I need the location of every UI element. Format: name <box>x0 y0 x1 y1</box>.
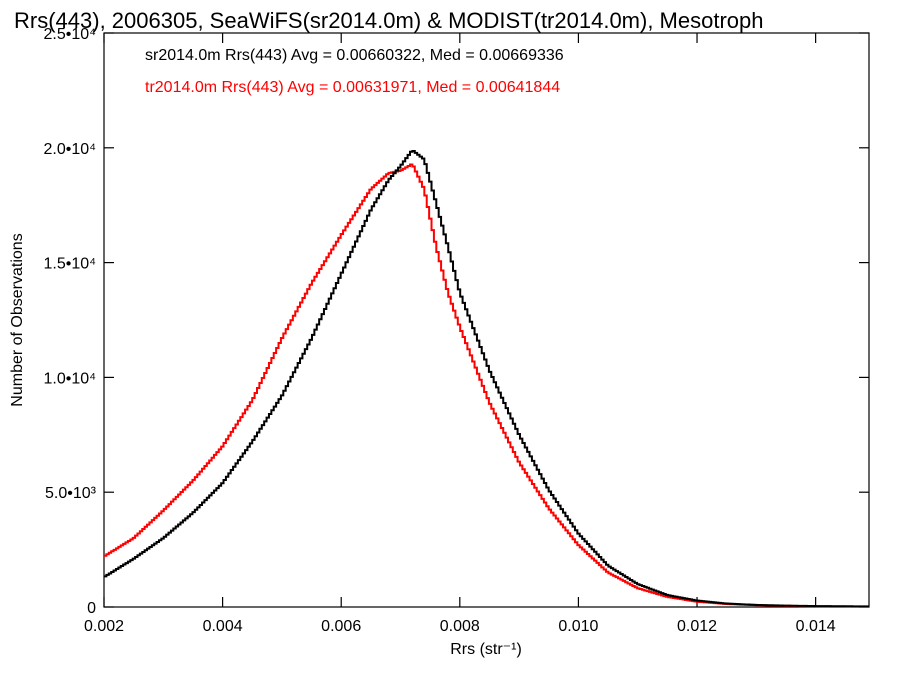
x-tick-label: 0.002 <box>84 618 124 635</box>
y-tick-label: 0 <box>87 600 96 617</box>
x-tick-label: 0.006 <box>321 618 361 635</box>
series-line-sr2014-0m <box>104 150 869 608</box>
x-tick-label: 0.008 <box>440 618 480 635</box>
plot-frame <box>103 32 870 608</box>
stats-annotation-tr2014: tr2014.0m Rrs(443) Avg = 0.00631971, Med… <box>145 79 560 96</box>
y-axis-ticks: 0 5.0•10³ 1.0•10⁴ 1.5•10⁴ 2.0•10⁴ 2.5•10⁴ <box>43 26 869 617</box>
x-tick-label: 0.010 <box>558 618 598 635</box>
x-axis-label: Rrs (str⁻¹) <box>450 641 522 658</box>
x-tick-label: 0.014 <box>796 618 836 635</box>
series-layer <box>104 150 869 608</box>
x-axis-ticks: 0.002 0.004 0.006 0.008 0.010 0.012 0.014 <box>84 33 836 635</box>
chart-title: Rrs(443), 2006305, SeaWiFS(sr2014.0m) & … <box>14 8 764 33</box>
y-tick-label: 1.0•10⁴ <box>43 370 96 387</box>
series-line-tr2014-0m <box>104 163 869 608</box>
y-axis-label: Number of Observations <box>9 233 26 406</box>
x-tick-label: 0.012 <box>677 618 717 635</box>
y-tick-label: 1.5•10⁴ <box>43 256 96 273</box>
x-tick-label: 0.004 <box>203 618 243 635</box>
y-tick-label: 2.5•10⁴ <box>43 26 96 43</box>
y-tick-label: 2.0•10⁴ <box>43 141 96 158</box>
y-tick-label: 5.0•10³ <box>45 485 97 502</box>
stats-annotation-sr2014: sr2014.0m Rrs(443) Avg = 0.00660322, Med… <box>145 47 564 64</box>
